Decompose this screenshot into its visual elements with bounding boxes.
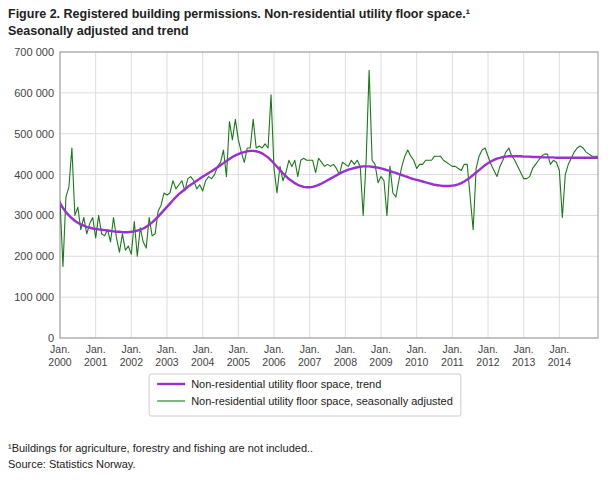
series-line — [60, 70, 598, 266]
x-tick-label-line: Jan. — [228, 343, 248, 355]
x-tick-label: Jan.2001 — [84, 343, 108, 368]
x-tick-label: Jan.2011 — [441, 343, 464, 368]
x-tick-label-line: Jan. — [478, 343, 498, 355]
legend-label: Non-residential utility floor space, tre… — [191, 378, 381, 390]
x-tick-label-line: Jan. — [442, 343, 462, 355]
x-grid-line — [381, 52, 382, 338]
x-tick-label: Jan.2003 — [155, 343, 179, 368]
legend-label: Non-residential utility floor space, sea… — [191, 395, 453, 407]
plot-frame — [60, 52, 598, 338]
y-grid-line — [60, 297, 598, 298]
x-tick-label-line: Jan. — [50, 343, 70, 355]
y-tick-label: 100 000 — [14, 291, 54, 303]
x-grid-line — [238, 52, 239, 338]
x-tick-label-line: Jan. — [549, 343, 569, 355]
footnote: Source: Statistics Norway. — [8, 458, 136, 470]
x-tick-label-line: Jan. — [514, 343, 534, 355]
x-tick-label: Jan.2002 — [120, 343, 144, 368]
title: Figure 2. Registered building permission… — [8, 7, 470, 21]
legend-swatch — [157, 383, 185, 385]
footnote: ¹Buildings for agriculture, forestry and… — [8, 442, 313, 454]
x-grid-line — [416, 52, 417, 338]
x-tick-label-line: 2008 — [334, 356, 358, 368]
y-grid-line — [60, 92, 598, 93]
x-tick-label: Jan.2000 — [48, 343, 72, 368]
x-tick-label: Jan.2008 — [334, 343, 358, 368]
y-grid-line — [60, 174, 598, 175]
x-grid-line — [274, 52, 275, 338]
x-grid-line — [309, 52, 310, 338]
x-grid-line — [452, 52, 453, 338]
y-grid-line — [60, 133, 598, 134]
x-tick-label: Jan.2010 — [405, 343, 429, 368]
x-tick-label: Jan.2013 — [512, 343, 536, 368]
y-grid-line — [60, 215, 598, 216]
x-tick-label: Jan.2005 — [227, 343, 251, 368]
x-tick-label-line: Jan. — [86, 343, 106, 355]
x-tick-label: Jan.2006 — [262, 343, 286, 368]
series-line — [60, 151, 598, 232]
x-grid-line — [345, 52, 346, 338]
x-tick-label-line: Jan. — [193, 343, 213, 355]
y-grid-line — [60, 256, 598, 257]
x-tick-label-line: 2000 — [48, 356, 72, 368]
x-tick-label-line: 2006 — [262, 356, 286, 368]
y-tick-label: 500 000 — [14, 128, 54, 140]
chart: Figure 2. Registered building permission… — [0, 0, 610, 488]
x-tick-label-line: 2014 — [548, 356, 572, 368]
x-tick-label-line: Jan. — [407, 343, 427, 355]
x-tick-label-line: Jan. — [264, 343, 284, 355]
x-tick-label-line: Jan. — [371, 343, 391, 355]
x-grid-line — [559, 52, 560, 338]
x-tick-label-line: 2003 — [155, 356, 179, 368]
legend-frame — [149, 374, 461, 416]
x-tick-label-line: Jan. — [157, 343, 177, 355]
legend: Non-residential utility floor space, tre… — [149, 374, 461, 416]
grid — [60, 52, 598, 338]
y-tick-label: 200 000 — [14, 250, 54, 262]
x-grid-line — [131, 52, 132, 338]
x-grid-line — [202, 52, 203, 338]
x-tick-label-line: 2010 — [405, 356, 429, 368]
y-tick-label: 400 000 — [14, 169, 54, 181]
x-tick-label-line: Jan. — [300, 343, 320, 355]
x-tick-label: Jan.2012 — [476, 343, 500, 368]
x-tick-label-line: 2012 — [476, 356, 500, 368]
x-tick-label: Jan.2009 — [369, 343, 393, 368]
x-tick-label-line: 2009 — [369, 356, 393, 368]
y-tick-label: 300 000 — [14, 209, 54, 221]
x-tick-label-line: 2002 — [120, 356, 144, 368]
x-grid-line — [488, 52, 489, 338]
x-tick-label-line: 2013 — [512, 356, 536, 368]
x-tick-label: Jan.2014 — [548, 343, 572, 368]
x-tick-label: Jan.2004 — [191, 343, 215, 368]
x-grid-line — [523, 52, 524, 338]
series-group — [60, 70, 598, 266]
x-grid-line — [95, 52, 96, 338]
x-tick-label-line: Jan. — [121, 343, 141, 355]
x-tick-label-line: 2011 — [441, 356, 464, 368]
x-tick-label: Jan.2007 — [298, 343, 322, 368]
x-tick-label-line: 2005 — [227, 356, 251, 368]
x-tick-label-line: Jan. — [335, 343, 355, 355]
y-tick-label: 700 000 — [14, 46, 54, 58]
x-tick-label-line: 2004 — [191, 356, 215, 368]
x-tick-label-line: 2001 — [84, 356, 108, 368]
legend-swatch — [157, 400, 185, 401]
subtitle: Seasonally adjusted and trend — [8, 24, 189, 38]
y-tick-label: 600 000 — [14, 87, 54, 99]
x-tick-label-line: 2007 — [298, 356, 322, 368]
